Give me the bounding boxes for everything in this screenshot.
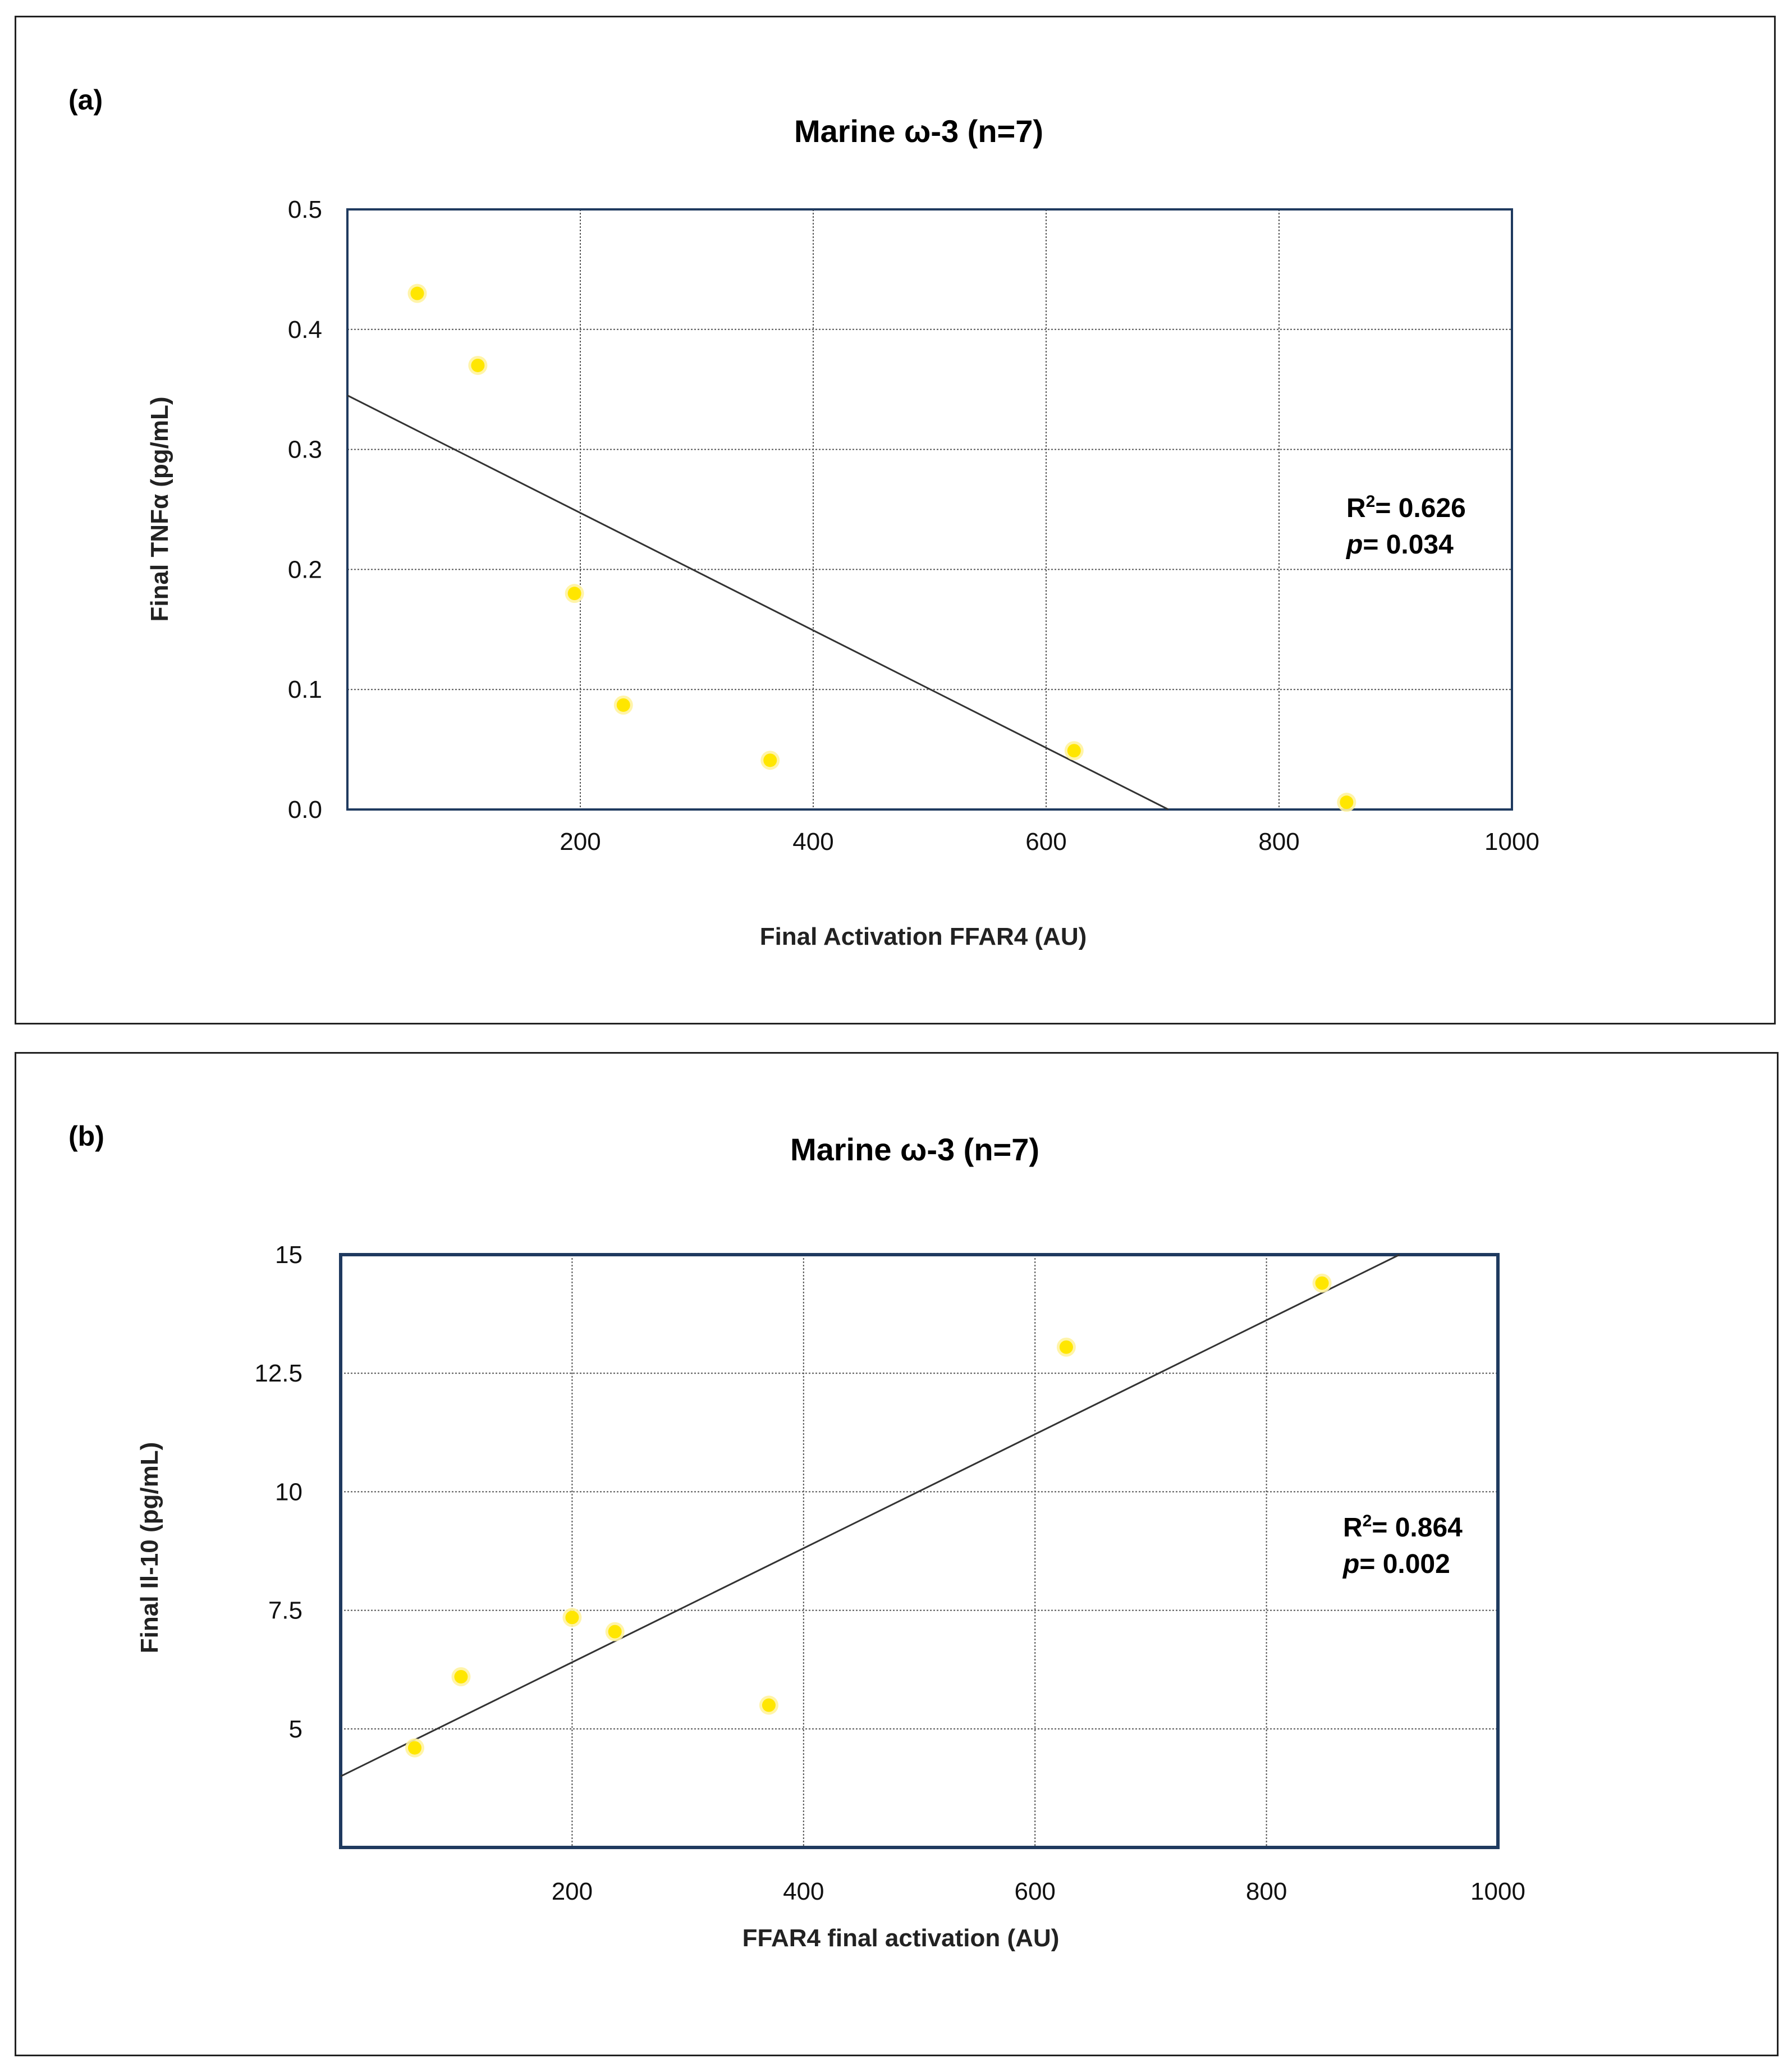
- x-tick-label: 200: [560, 828, 601, 856]
- x-tick-label: 600: [1014, 1878, 1055, 1905]
- x-tick-label: 400: [783, 1878, 824, 1905]
- data-point: [1059, 1340, 1073, 1354]
- x-tick-label: 800: [1258, 828, 1299, 856]
- data-point: [407, 1741, 421, 1755]
- data-point: [608, 1625, 622, 1639]
- points-a: [407, 283, 1356, 812]
- y-ticks-a: 0.0 0.1 0.2 0.3 0.4 0.5: [288, 196, 322, 824]
- trendline-a: [347, 395, 1169, 811]
- x-tick-label: 1000: [1484, 828, 1539, 856]
- x-axis-label-a: Final Activation FFAR4 (AU): [760, 923, 1087, 950]
- y-tick-label: 10: [275, 1478, 303, 1506]
- x-tick-label: 600: [1025, 828, 1066, 856]
- data-point: [471, 358, 485, 372]
- data-point: [565, 1611, 579, 1625]
- panel-label-b: (b): [68, 1120, 104, 1152]
- x-tick-label: 800: [1246, 1878, 1287, 1905]
- data-point: [1340, 795, 1354, 809]
- y-tick-label: 0.1: [288, 676, 322, 703]
- panel-label-a: (a): [68, 84, 103, 116]
- x-tick-label: 1000: [1470, 1878, 1525, 1905]
- x-axis-label-b: FFAR4 final activation (AU): [743, 1924, 1060, 1952]
- y-tick-label: 15: [275, 1241, 303, 1269]
- trendline-b: [340, 1254, 1400, 1777]
- y-tick-label: 0.2: [288, 556, 322, 583]
- y-tick-label: 0.4: [288, 316, 322, 344]
- x-tick-label: 400: [792, 828, 833, 856]
- p-annotation-a: p= 0.034: [1345, 530, 1454, 560]
- data-point: [454, 1670, 468, 1684]
- grid-b: [341, 1255, 1498, 1847]
- y-axis-label-b: Final Il-10 (pg/mL): [136, 1442, 163, 1653]
- data-point: [616, 698, 630, 712]
- y-tick-label: 0.0: [288, 796, 322, 824]
- plot-frame-b: [339, 1253, 1500, 1849]
- y-ticks-b: 5 7.5 10 12.5 15: [254, 1241, 303, 1743]
- data-point: [762, 1698, 776, 1712]
- data-point: [410, 286, 424, 300]
- chart-panel-a: (a) Marine ω-3 (n=7) 0.0 0.1 0.2 0.3 0.4 0.5 …: [15, 16, 1776, 1024]
- y-tick-label: 0.3: [288, 436, 322, 464]
- y-tick-label: 0.5: [288, 196, 322, 223]
- chart-b-svg: (b) Marine ω-3 (n=7) 5 7.5 10 12.5 15 200 400…: [68, 1120, 1525, 1952]
- data-point: [1067, 744, 1081, 758]
- data-point: [567, 587, 581, 601]
- y-tick-label: 7.5: [268, 1597, 303, 1625]
- y-axis-label-a: Final TNFα (pg/mL): [146, 397, 173, 622]
- plot-frame-a: [346, 208, 1513, 811]
- data-point: [763, 753, 777, 767]
- y-tick-label: 5: [289, 1716, 303, 1743]
- chart-a-svg: (a) Marine ω-3 (n=7) 0.00.10.20.30.40.5 …: [68, 84, 1539, 950]
- y-tick-label: 12.5: [254, 1360, 303, 1387]
- p-annotation-b: p= 0.002: [1342, 1549, 1450, 1579]
- chart-panel-b: (b) Marine ω-3 (n=7) 5 7.5 10 12.5 15 200 400…: [15, 1052, 1779, 2056]
- data-point: [1315, 1276, 1329, 1290]
- points-b: [405, 1273, 1332, 1758]
- x-ticks-b: 200 400 600 800 1000: [552, 1878, 1525, 1905]
- chart-title-b: Marine ω-3 (n=7): [790, 1132, 1039, 1167]
- r2-annotation-a: R2= 0.626: [1346, 492, 1466, 523]
- chart-title-a: Marine ω-3 (n=7): [794, 113, 1043, 149]
- r2-annotation-b: R2= 0.864: [1343, 1512, 1463, 1543]
- x-ticks-a: 200 400 600 800 1000: [560, 828, 1539, 856]
- grid-a: [347, 209, 1512, 809]
- x-tick-label: 200: [552, 1878, 593, 1905]
